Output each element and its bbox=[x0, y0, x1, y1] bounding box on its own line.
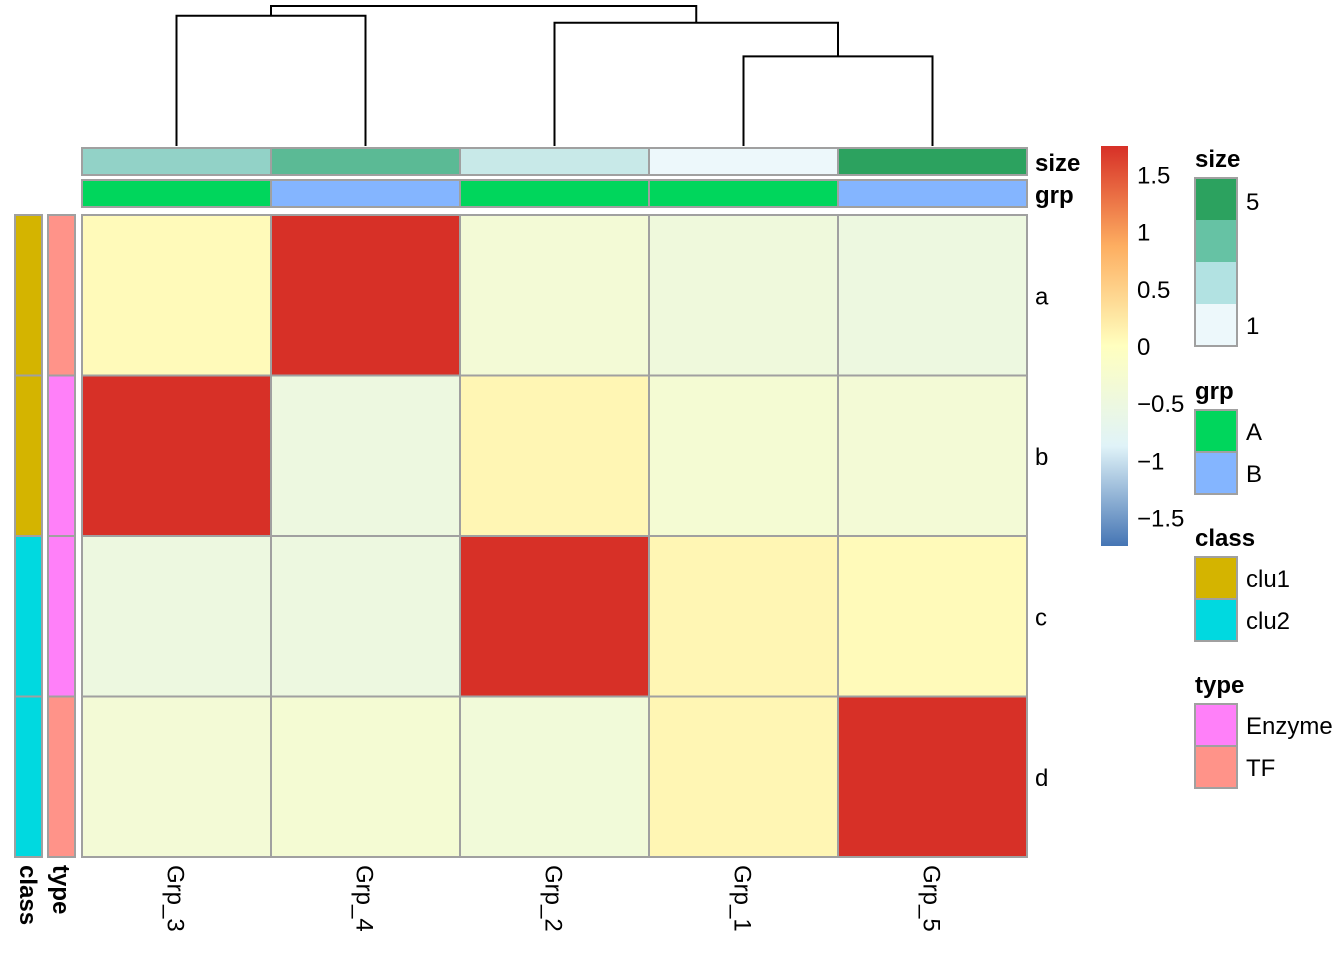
column-annotations: size grp bbox=[81, 147, 1080, 209]
legend-swatch-size-1 bbox=[1195, 220, 1237, 262]
row-label-c: c bbox=[1035, 604, 1047, 631]
legend-swatch-class-clu2 bbox=[1194, 598, 1238, 642]
heatmap-cell-a-Grp_2 bbox=[459, 214, 650, 377]
column-annotation-grp-Grp_5 bbox=[837, 179, 1028, 208]
legend-label-grp-B: B bbox=[1246, 461, 1262, 488]
legend-title-grp: grp bbox=[1195, 378, 1234, 405]
legend-label-type-Enzyme: Enzyme bbox=[1246, 713, 1333, 740]
heatmap-cell-b-Grp_5 bbox=[837, 374, 1028, 537]
legend-label-type-TF: TF bbox=[1246, 755, 1275, 782]
dendrogram-branch-2 bbox=[742, 55, 934, 146]
column-annotation-size-Grp_5 bbox=[837, 147, 1028, 176]
color-scale-tick-1: 1 bbox=[1137, 220, 1150, 247]
color-scale-tick-0: 1.5 bbox=[1137, 163, 1170, 190]
legend-swatch-size-2 bbox=[1195, 262, 1237, 304]
legend-title-type: type bbox=[1195, 672, 1244, 699]
heatmap-cell-b-Grp_4 bbox=[270, 374, 461, 537]
heatmap-cell-d-Grp_1 bbox=[648, 695, 839, 858]
color-scale-tick-5: −1 bbox=[1137, 448, 1164, 475]
legend-swatch-size-0 bbox=[1195, 178, 1237, 220]
heatmap-cell-c-Grp_2 bbox=[459, 535, 650, 698]
column-annotation-label-grp: grp bbox=[1035, 182, 1074, 209]
legend-swatch-type-Enzyme bbox=[1194, 703, 1238, 747]
row-label-d: d bbox=[1035, 765, 1048, 792]
row-annotation-type-d bbox=[47, 695, 76, 858]
color-scale-tick-2: 0.5 bbox=[1137, 277, 1170, 304]
legend-swatch-grp-A bbox=[1194, 409, 1238, 453]
legend-label-grp-A: A bbox=[1246, 419, 1262, 446]
column-label-Grp_1: Grp_1 bbox=[729, 865, 756, 932]
dendrogram-branch-4 bbox=[270, 5, 698, 23]
legend-title-size: size bbox=[1195, 146, 1240, 173]
heatmap-cell-d-Grp_2 bbox=[459, 695, 650, 858]
heatmap-cell-c-Grp_1 bbox=[648, 535, 839, 698]
heatmap-cell-a-Grp_3 bbox=[81, 214, 272, 377]
column-label-Grp_5: Grp_5 bbox=[918, 865, 945, 932]
legend-swatch-type-TF bbox=[1194, 745, 1238, 789]
column-annotation-size-Grp_3 bbox=[81, 147, 272, 176]
legend-label-class-clu1: clu1 bbox=[1246, 566, 1290, 593]
legend-label-class-clu2: clu2 bbox=[1246, 608, 1290, 635]
row-annotations: class type bbox=[14, 214, 76, 925]
column-annotation-size-Grp_2 bbox=[459, 147, 650, 176]
color-scale-legend: 1.5 1 0.5 0 −0.5 −1 −1.5 bbox=[1101, 146, 1184, 546]
legend-frame-size bbox=[1194, 177, 1238, 347]
column-annotation-grp-Grp_3 bbox=[81, 179, 272, 208]
row-annotation-type-a bbox=[47, 214, 76, 377]
legend-swatch-class-clu1 bbox=[1194, 556, 1238, 600]
heatmap-cell-d-Grp_4 bbox=[270, 695, 461, 858]
heatmap-cell-d-Grp_3 bbox=[81, 695, 272, 858]
heatmap-cell-a-Grp_5 bbox=[837, 214, 1028, 377]
column-annotation-size-Grp_1 bbox=[648, 147, 839, 176]
column-labels: Grp_3 Grp_4 Grp_2 Grp_1 Grp_5 bbox=[162, 865, 945, 932]
row-annotation-label-class: class bbox=[14, 865, 41, 925]
row-annotation-class-c bbox=[14, 535, 43, 698]
column-annotation-grp-Grp_1 bbox=[648, 179, 839, 208]
row-annotation-class-d bbox=[14, 695, 43, 858]
color-scale-bar bbox=[1101, 146, 1128, 546]
legend-label-size-top: 5 bbox=[1246, 189, 1259, 216]
heatmap-cell-b-Grp_1 bbox=[648, 374, 839, 537]
column-annotation-size-Grp_4 bbox=[270, 147, 461, 176]
legend-label-size-bottom: 1 bbox=[1246, 313, 1259, 340]
row-labels: a b c d bbox=[1035, 283, 1049, 792]
heatmap-cell-a-Grp_1 bbox=[648, 214, 839, 377]
color-scale-tick-3: 0 bbox=[1137, 334, 1150, 361]
row-annotation-class-b bbox=[14, 374, 43, 537]
legend-swatch-grp-B bbox=[1194, 451, 1238, 495]
column-dendrogram bbox=[175, 5, 934, 146]
column-label-Grp_2: Grp_2 bbox=[540, 865, 567, 932]
row-annotation-type-b bbox=[47, 374, 76, 537]
heatmap-cell-a-Grp_4 bbox=[270, 214, 461, 377]
legend-title-class: class bbox=[1195, 525, 1255, 552]
column-annotation-label-size: size bbox=[1035, 150, 1080, 177]
heatmap-cell-d-Grp_5 bbox=[837, 695, 1028, 858]
heatmap-cells bbox=[81, 214, 1028, 858]
legend-swatch-size-3 bbox=[1195, 304, 1237, 346]
color-scale-tick-6: −1.5 bbox=[1137, 505, 1184, 532]
dendrogram-branch-3 bbox=[553, 21, 839, 146]
heatmap-cell-b-Grp_3 bbox=[81, 374, 272, 537]
heatmap-cell-c-Grp_5 bbox=[837, 535, 1028, 698]
color-scale-tick-4: −0.5 bbox=[1137, 391, 1184, 418]
column-annotation-grp-Grp_4 bbox=[270, 179, 461, 208]
heatmap-cell-c-Grp_4 bbox=[270, 535, 461, 698]
heatmap-cell-b-Grp_2 bbox=[459, 374, 650, 537]
dendrogram-branch-1 bbox=[175, 14, 367, 146]
heatmap-cell-c-Grp_3 bbox=[81, 535, 272, 698]
row-annotation-type-c bbox=[47, 535, 76, 698]
column-label-Grp_3: Grp_3 bbox=[162, 865, 189, 932]
row-label-a: a bbox=[1035, 283, 1049, 310]
row-annotation-class-a bbox=[14, 214, 43, 377]
row-label-b: b bbox=[1035, 444, 1048, 471]
column-label-Grp_4: Grp_4 bbox=[351, 865, 378, 932]
column-annotation-grp-Grp_2 bbox=[459, 179, 650, 208]
row-annotation-label-type: type bbox=[47, 865, 74, 914]
